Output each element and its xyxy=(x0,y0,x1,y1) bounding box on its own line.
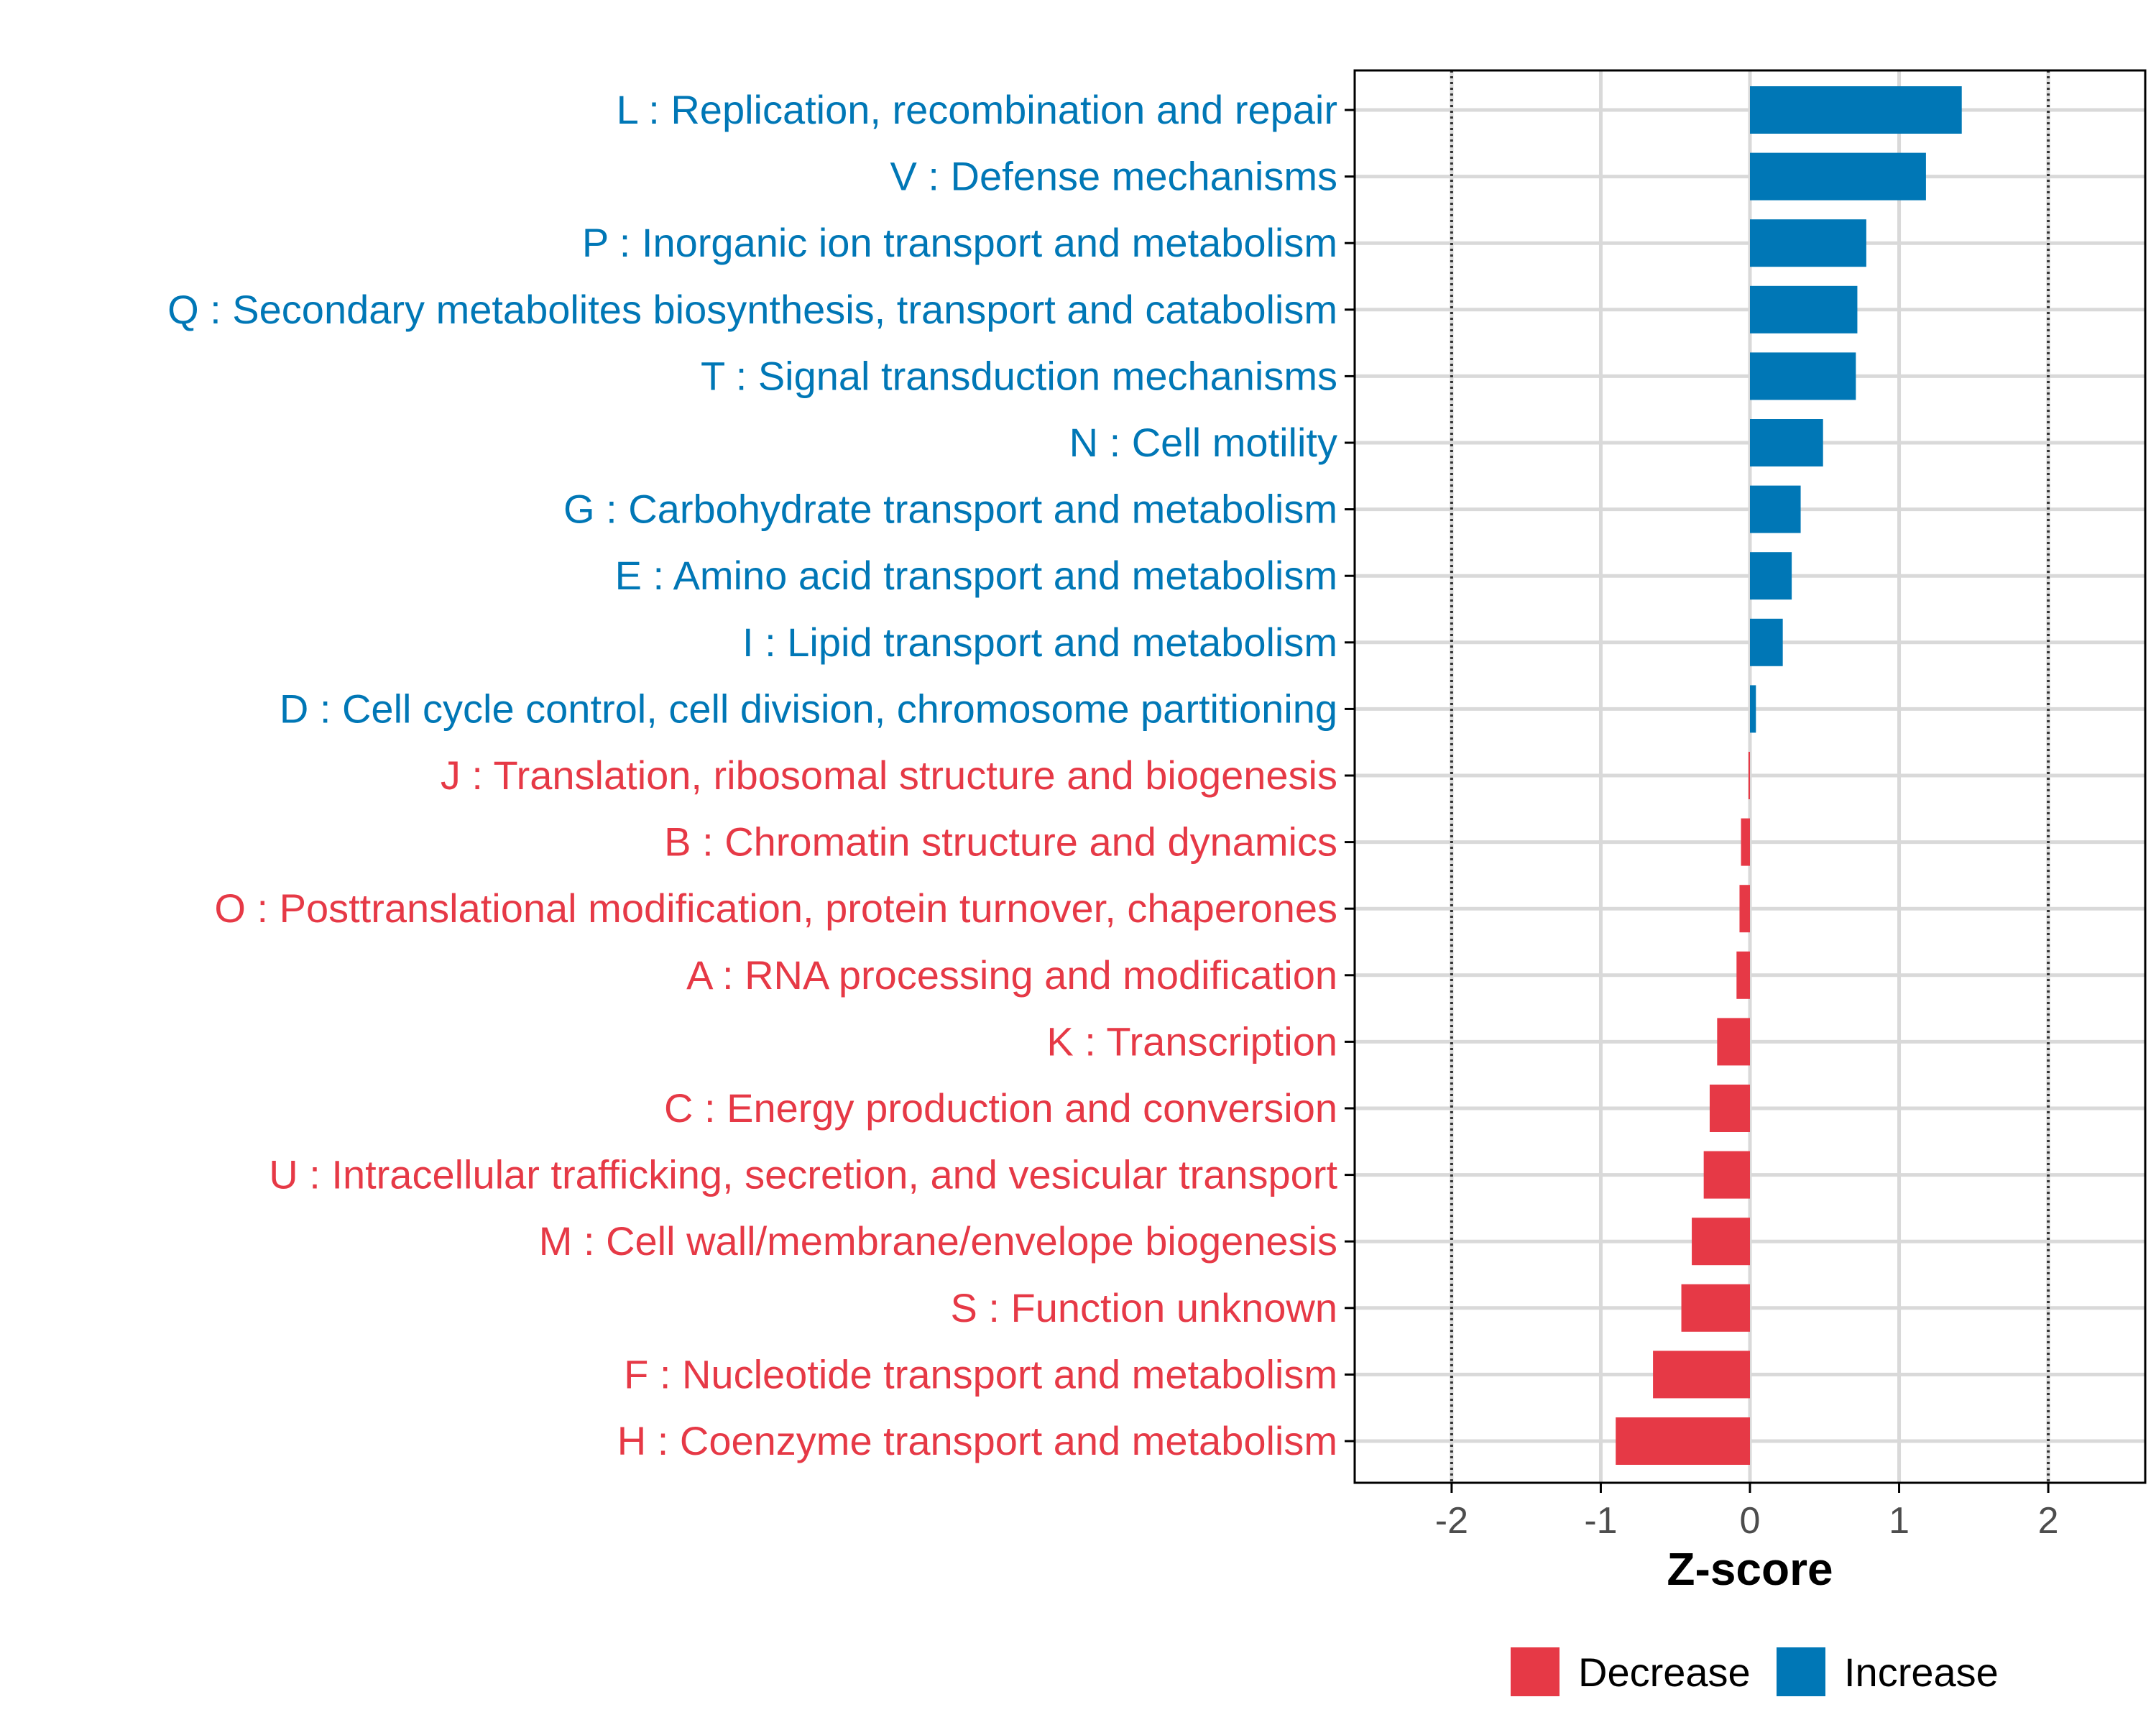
bar xyxy=(1736,951,1750,999)
bar xyxy=(1739,885,1750,933)
x-axis-title: Z-score xyxy=(1667,1543,1833,1595)
category-label: J : Translation, ribosomal structure and… xyxy=(441,753,1337,798)
category-label: M : Cell wall/membrane/envelope biogenes… xyxy=(539,1218,1337,1264)
category-label: H : Coenzyme transport and metabolism xyxy=(617,1418,1337,1463)
bar xyxy=(1703,1151,1750,1199)
bar xyxy=(1750,552,1792,600)
bar xyxy=(1717,1018,1750,1066)
bar xyxy=(1750,285,1858,334)
bar xyxy=(1616,1417,1750,1465)
bar xyxy=(1750,485,1801,533)
category-label: A : RNA processing and modification xyxy=(686,952,1337,998)
category-label: P : Inorganic ion transport and metaboli… xyxy=(582,220,1337,265)
category-label: I : Lipid transport and metabolism xyxy=(742,620,1337,665)
category-label: F : Nucleotide transport and metabolism xyxy=(624,1351,1337,1397)
x-axis-ticks: -2 -1 0 1 2 xyxy=(1435,1483,2059,1542)
category-label: K : Transcription xyxy=(1046,1018,1337,1064)
category-label: T : Signal transduction mechanisms xyxy=(701,353,1337,398)
bar xyxy=(1681,1284,1750,1332)
x-tick-label: 0 xyxy=(1740,1500,1761,1542)
legend: Decrease Increase xyxy=(1511,1647,1999,1696)
bar xyxy=(1750,352,1856,400)
category-label: G : Carbohydrate transport and metabolis… xyxy=(563,487,1337,532)
category-label: E : Amino acid transport and metabolism xyxy=(615,553,1337,598)
bar xyxy=(1750,685,1756,733)
x-tick-label: -2 xyxy=(1435,1500,1468,1542)
category-label: L : Replication, recombination and repai… xyxy=(617,87,1337,132)
x-tick-label: 2 xyxy=(2038,1500,2059,1542)
bar xyxy=(1692,1218,1750,1266)
category-label: Q : Secondary metabolites biosynthesis, … xyxy=(167,287,1337,332)
category-label: C : Energy production and conversion xyxy=(664,1085,1337,1131)
legend-swatch xyxy=(1777,1647,1825,1696)
bar xyxy=(1750,618,1783,666)
bars xyxy=(1616,86,1962,1465)
category-label: O : Posttranslational modification, prot… xyxy=(214,886,1337,931)
x-tick-label: -1 xyxy=(1584,1500,1617,1542)
category-label: V : Defense mechanisms xyxy=(890,154,1337,199)
category-label: N : Cell motility xyxy=(1069,420,1337,465)
category-label: S : Function unknown xyxy=(950,1285,1337,1330)
category-label: U : Intracellular trafficking, secretion… xyxy=(269,1152,1337,1197)
bar xyxy=(1741,818,1750,866)
x-tick-label: 1 xyxy=(1889,1500,1909,1542)
bar xyxy=(1750,152,1926,201)
bar xyxy=(1750,419,1823,466)
bar xyxy=(1653,1351,1750,1399)
bar xyxy=(1750,86,1962,134)
legend-swatch xyxy=(1511,1647,1560,1696)
category-label: B : Chromatin structure and dynamics xyxy=(664,819,1337,865)
legend-label: Increase xyxy=(1844,1650,1999,1695)
legend-label: Decrease xyxy=(1578,1650,1751,1695)
y-axis-ticks xyxy=(1345,109,1355,1443)
bar xyxy=(1750,219,1866,267)
category-label: D : Cell cycle control, cell division, c… xyxy=(280,686,1337,731)
bar xyxy=(1709,1085,1750,1132)
y-axis-category-labels: L : Replication, recombination and repai… xyxy=(167,87,1337,1463)
bar xyxy=(1748,752,1750,799)
